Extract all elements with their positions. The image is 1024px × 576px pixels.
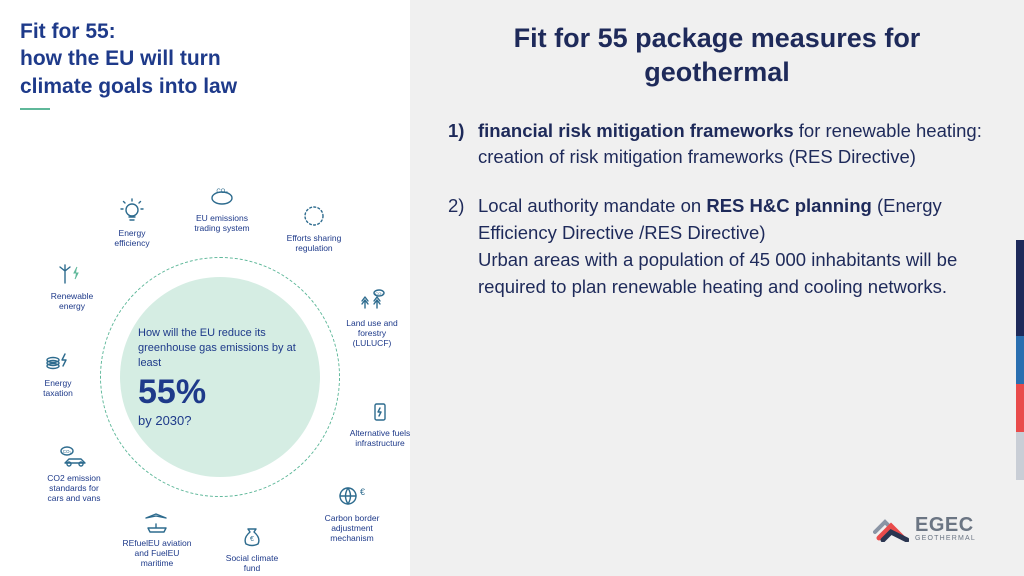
center-percent: 55% (138, 373, 302, 412)
measures-list: 1)financial risk mitigation frameworks f… (448, 118, 986, 301)
diagram-node-cbam: € Carbon border adjustment mechanism (310, 482, 394, 544)
node-label: Alternative fuels infrastructure (350, 428, 410, 448)
node-label: CO2 emission standards for cars and vans (47, 473, 100, 504)
side-stripe (1016, 288, 1024, 336)
diagram-node-etax: Energy taxation (16, 347, 100, 398)
res-icon (56, 260, 88, 288)
logo-sub: GEOTHERMAL (915, 535, 976, 542)
diagram-node-ets: CO₂ EU emissions trading system (180, 182, 264, 233)
logo-main: EGEC (915, 515, 976, 535)
list-number: 1) (448, 118, 478, 172)
list-body: financial risk mitigation frameworks for… (478, 118, 986, 172)
right-content-panel: Fit for 55 package measures for geotherm… (410, 0, 1024, 576)
list-body: Local authority mandate on RES H&C plann… (478, 193, 986, 300)
left-title: Fit for 55: how the EU will turn climate… (20, 18, 400, 100)
svg-text:CO₂: CO₂ (216, 189, 228, 195)
diagram-node-refuel: REfuelEU aviation and FuelEU maritime (115, 507, 199, 569)
lulucf-icon: CO₂ (356, 287, 388, 315)
eff-icon (116, 197, 148, 225)
side-stripe (1016, 240, 1024, 288)
side-stripe (1016, 384, 1024, 432)
list-item: 2)Local authority mandate on RES H&C pla… (448, 193, 986, 300)
svg-text:CO₂: CO₂ (63, 449, 72, 454)
egec-logo: EGEC GEOTHERMAL (873, 514, 976, 542)
diagram-node-lulucf: CO₂ Land use and forestry (LULUCF) (330, 287, 414, 349)
logo-text: EGEC GEOTHERMAL (915, 515, 976, 542)
center-year: by 2030? (138, 413, 302, 428)
afir-icon (364, 397, 396, 425)
etax-icon (42, 347, 74, 375)
center-question: How will the EU reduce its greenhouse ga… (138, 326, 302, 371)
side-color-stripes (1016, 240, 1024, 480)
ets-icon: CO₂ (206, 182, 238, 210)
node-label: Energy taxation (43, 378, 73, 398)
node-label: Energy efficiency (114, 228, 149, 248)
side-stripe (1016, 432, 1024, 480)
node-label: Efforts sharing regulation (287, 233, 342, 253)
cbam-icon: € (336, 482, 368, 510)
diagram-node-co2cars: CO₂ CO2 emission standards for cars and v… (32, 442, 116, 504)
node-label: Renewable energy (51, 291, 94, 311)
title-underline (20, 108, 50, 110)
co2cars-icon: CO₂ (58, 442, 90, 470)
node-label: REfuelEU aviation and FuelEU maritime (123, 538, 192, 569)
diagram-node-scf: € Social climate fund (210, 522, 294, 573)
node-label: EU emissions trading system (194, 213, 249, 233)
node-label: Carbon border adjustment mechanism (325, 513, 380, 544)
side-stripe (1016, 336, 1024, 384)
center-circle: How will the EU reduce its greenhouse ga… (120, 277, 320, 477)
node-label: Land use and forestry (LULUCF) (346, 318, 398, 349)
refuel-icon (141, 507, 173, 535)
diagram-node-eff: Energy efficiency (90, 197, 174, 248)
effort-icon (298, 202, 330, 230)
list-number: 2) (448, 193, 478, 300)
node-label: Social climate fund (226, 553, 278, 573)
left-infographic-panel: Fit for 55: how the EU will turn climate… (0, 0, 410, 576)
right-title: Fit for 55 package measures for geotherm… (448, 22, 986, 90)
svg-text:CO₂: CO₂ (375, 291, 383, 296)
circular-diagram: How will the EU reduce its greenhouse ga… (20, 122, 400, 552)
scf-icon: € (236, 522, 268, 550)
logo-mark-icon (873, 514, 909, 542)
svg-text:€: € (360, 487, 365, 497)
svg-text:€: € (250, 536, 254, 543)
diagram-node-res: Renewable energy (30, 260, 114, 311)
list-item: 1)financial risk mitigation frameworks f… (448, 118, 986, 172)
diagram-node-effort: Efforts sharing regulation (272, 202, 356, 253)
